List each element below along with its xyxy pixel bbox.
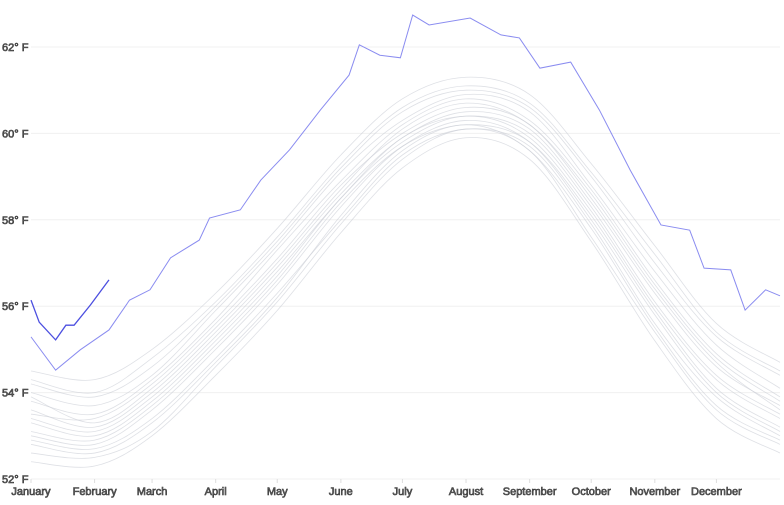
- y-tick-label: 58° F: [2, 215, 29, 227]
- highlighted-lines: [30, 14, 781, 371]
- gridlines: [31, 46, 780, 480]
- x-tick-label: August: [449, 486, 483, 498]
- x-tick-label: November: [629, 486, 680, 498]
- x-tick-label: June: [329, 486, 353, 498]
- past-year-line: [30, 111, 781, 428]
- x-tick-label: March: [137, 486, 168, 498]
- y-tick-label: 52° F: [2, 474, 29, 486]
- x-tick-label: May: [267, 486, 288, 498]
- x-axis: January February March April May June July Augu…: [11, 479, 742, 498]
- y-tick-label: 62° F: [2, 42, 29, 54]
- past-year-line: [30, 128, 781, 459]
- past-year-line: [30, 76, 781, 381]
- highlight-year-line: [30, 14, 781, 371]
- y-axis: 62° F 60° F 58° F 56° F 54° F 52° F: [2, 42, 29, 487]
- past-year-line: [30, 120, 781, 446]
- past-year-line: [30, 124, 781, 442]
- past-year-line: [30, 85, 781, 394]
- past-year-line: [30, 124, 781, 455]
- x-tick-label: December: [691, 486, 742, 498]
- y-tick-label: 56° F: [2, 301, 29, 313]
- x-tick-label: July: [393, 486, 413, 498]
- past-year-line: [30, 106, 781, 421]
- y-tick-label: 54° F: [2, 388, 29, 400]
- x-tick-label: October: [572, 486, 611, 498]
- past-year-line: [30, 98, 781, 416]
- current-year-line: [30, 279, 110, 341]
- x-tick-label: September: [503, 486, 557, 498]
- past-year-line: [30, 128, 781, 450]
- y-tick-label: 60° F: [2, 128, 29, 140]
- x-tick-label: January: [11, 486, 51, 498]
- x-tick-label: February: [73, 486, 118, 498]
- past-years-lines: [30, 76, 781, 468]
- x-tick-label: April: [205, 486, 227, 498]
- past-year-line: [30, 115, 781, 433]
- past-year-line: [30, 93, 781, 407]
- past-year-line: [30, 89, 781, 398]
- past-year-line: [30, 137, 781, 468]
- past-year-line: [30, 115, 781, 437]
- past-year-line: [30, 102, 781, 424]
